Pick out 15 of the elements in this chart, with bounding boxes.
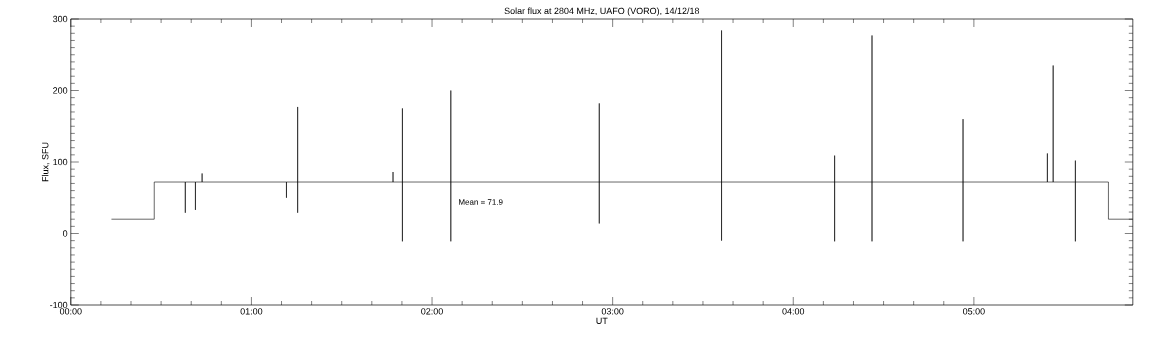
x-tick-label: 02:00: [421, 308, 443, 315]
y-tick-label: 200: [53, 87, 68, 94]
x-axis-title: UT: [596, 317, 608, 324]
x-tick-label: 03:00: [601, 308, 624, 315]
y-tick-label: -100: [50, 301, 68, 309]
y-axis-title: Flux, SFU: [41, 142, 50, 182]
x-tick-label: 04:00: [782, 308, 805, 315]
line-series: [111, 30, 1133, 242]
y-tick-label: 0: [62, 230, 68, 237]
x-tick-label: 01:00: [240, 308, 263, 315]
x-tick-label: 00:00: [59, 308, 82, 315]
x-tick-label: 05:00: [963, 308, 985, 315]
y-tick-label: 100: [53, 158, 68, 166]
y-tick-label: 300: [53, 15, 68, 23]
chart-title: Solar flux at 2804 MHz, UAFO (VORO), 14/12/18: [504, 7, 700, 16]
